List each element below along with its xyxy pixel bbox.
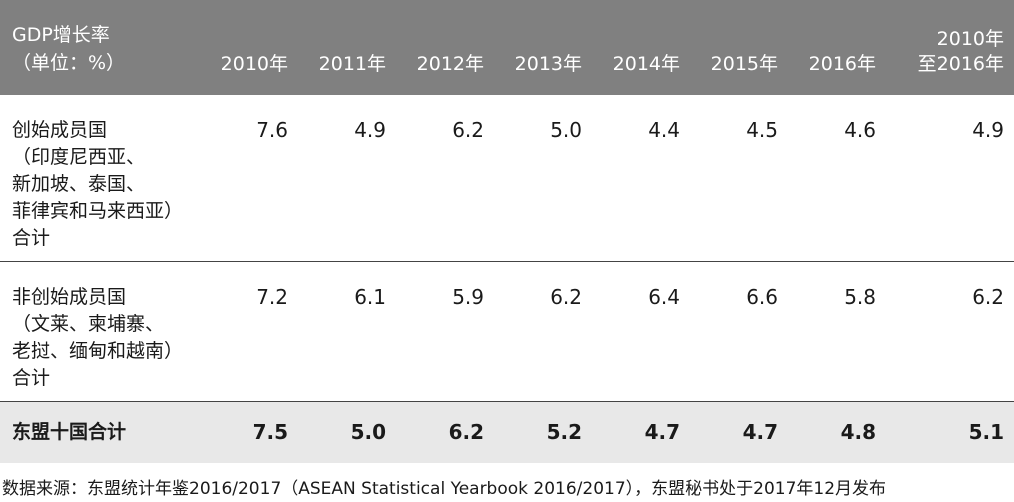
value-cell: 5.8 bbox=[788, 261, 886, 402]
value-cell: 4.7 bbox=[742, 419, 778, 444]
header-row: GDP增长率 （单位：%） 2010年 2011年 2012年 2013年 2014年 201… bbox=[0, 0, 1014, 95]
header-label-cell: GDP增长率 （单位：%） bbox=[0, 0, 200, 95]
value-cell: 5.1 bbox=[968, 419, 1004, 444]
value-cell: 6.1 bbox=[298, 261, 396, 402]
column-header: 2014年 bbox=[592, 0, 690, 95]
value-cell: 6.2 bbox=[886, 261, 1014, 402]
value-cell: 7.2 bbox=[200, 261, 298, 402]
value-cell: 6.4 bbox=[592, 261, 690, 402]
row-label: 创始成员国 （印度尼西亚、 新加坡、泰国、 菲律宾和马来西亚） 合计 bbox=[0, 95, 200, 262]
value-cell: 5.2 bbox=[546, 419, 582, 444]
column-header: 2010年 bbox=[200, 0, 298, 95]
row-label: 非创始成员国 （文莱、柬埔寨、 老挝、缅甸和越南） 合计 bbox=[0, 261, 200, 402]
column-header: 2013年 bbox=[494, 0, 592, 95]
table-row: 非创始成员国 （文莱、柬埔寨、 老挝、缅甸和越南） 合计 7.2 6.1 5.9 6.2 6.4… bbox=[0, 261, 1014, 402]
column-header: 2011年 bbox=[298, 0, 396, 95]
value-cell: 4.6 bbox=[788, 95, 886, 262]
table-header: GDP增长率 （单位：%） 2010年 2011年 2012年 2013年 2014年 201… bbox=[0, 0, 1014, 95]
value-cell: 7.6 bbox=[200, 95, 298, 262]
row-label: 东盟十国合计 bbox=[12, 420, 127, 443]
value-cell: 4.9 bbox=[886, 95, 1014, 262]
gdp-growth-table: GDP增长率 （单位：%） 2010年 2011年 2012年 2013年 2014年 201… bbox=[0, 0, 1014, 463]
column-header: 2015年 bbox=[690, 0, 788, 95]
total-row: 东盟十国合计 7.5 5.0 6.2 5.2 4.7 4.7 4.8 5.1 bbox=[0, 401, 1014, 463]
column-header: 2016年 bbox=[788, 0, 886, 95]
value-cell: 4.4 bbox=[592, 95, 690, 262]
value-cell: 4.5 bbox=[690, 95, 788, 262]
value-cell: 4.8 bbox=[840, 419, 876, 444]
source-note: 数据来源：东盟统计年鉴2016/2017（ASEAN Statistical Y… bbox=[2, 479, 887, 499]
column-header: 2012年 bbox=[396, 0, 494, 95]
value-cell: 5.9 bbox=[396, 261, 494, 402]
value-cell: 5.0 bbox=[350, 419, 386, 444]
value-cell: 6.2 bbox=[396, 95, 494, 262]
column-header: 2010年 至2016年 bbox=[886, 0, 1014, 95]
value-cell: 6.2 bbox=[494, 261, 592, 402]
value-cell: 6.2 bbox=[448, 419, 484, 444]
value-cell: 4.7 bbox=[644, 419, 680, 444]
value-cell: 7.5 bbox=[252, 419, 288, 444]
value-cell: 4.9 bbox=[298, 95, 396, 262]
value-cell: 6.6 bbox=[690, 261, 788, 402]
value-cell: 5.0 bbox=[494, 95, 592, 262]
table-body: 创始成员国 （印度尼西亚、 新加坡、泰国、 菲律宾和马来西亚） 合计 7.6 4.9 6.2 5… bbox=[0, 95, 1014, 463]
table-row: 创始成员国 （印度尼西亚、 新加坡、泰国、 菲律宾和马来西亚） 合计 7.6 4.9 6.2 5… bbox=[0, 95, 1014, 262]
